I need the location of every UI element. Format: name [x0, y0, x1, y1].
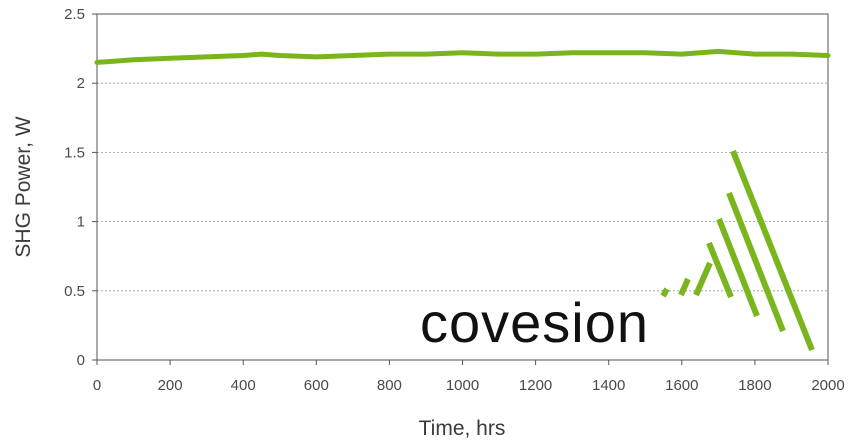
grid-lines — [97, 82, 828, 292]
y-axis: 0 0.5 1 1.5 2 2.5 — [64, 6, 97, 369]
logo-stripe — [716, 217, 760, 318]
logo-text: covesion — [420, 291, 649, 354]
y-tick-label: 0.5 — [64, 283, 85, 300]
logo-stripe — [726, 191, 786, 333]
y-tick-label: 2.5 — [64, 6, 85, 23]
y-axis-label: SHG Power, W — [12, 116, 35, 257]
x-tick-label: 1800 — [738, 377, 771, 394]
logo-stripe — [660, 287, 670, 298]
series-layer — [94, 48, 831, 65]
logo-stripe — [730, 149, 815, 352]
x-tick-label: 800 — [377, 377, 402, 394]
logo-stripes-icon — [660, 149, 815, 352]
x-tick-label: 0 — [93, 377, 101, 394]
y-tick-label: 1.5 — [64, 144, 85, 161]
y-tick-label: 1 — [77, 214, 85, 231]
covesion-logo: covesion — [420, 149, 815, 354]
logo-stripe — [693, 261, 713, 297]
x-tick-label: 600 — [304, 377, 329, 394]
logo-stripe — [706, 241, 734, 299]
x-tick-label: 2000 — [811, 377, 844, 394]
x-axis: 0 200 400 600 800 1000 1200 1400 1600 1800 2000 — [93, 360, 845, 394]
x-tick-label: 1200 — [519, 377, 552, 394]
y-tick-label: 0 — [77, 352, 85, 369]
y-tick-label: 2 — [77, 75, 85, 92]
x-tick-label: 400 — [231, 377, 256, 394]
x-axis-label: Time, hrs — [419, 417, 506, 440]
x-tick-label: 1400 — [592, 377, 625, 394]
x-tick-label: 1000 — [446, 377, 479, 394]
x-tick-label: 1600 — [665, 377, 698, 394]
logo-stripe — [678, 277, 691, 297]
x-tick-label: 200 — [158, 377, 183, 394]
series-line — [94, 48, 831, 65]
